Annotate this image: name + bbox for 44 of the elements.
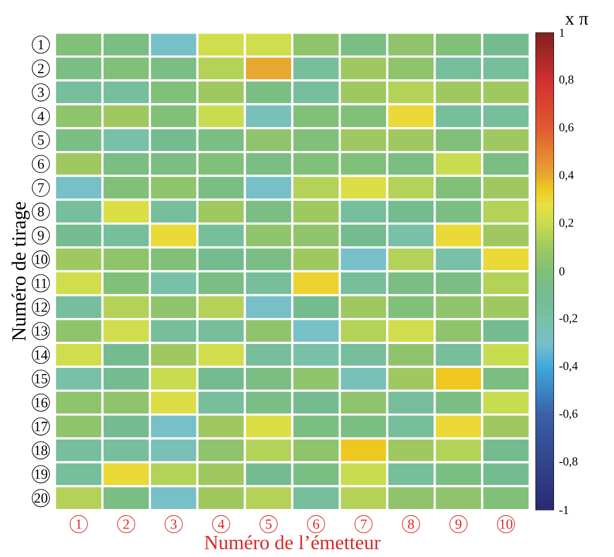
x-tick-label: 1 [76,520,82,529]
color-bar-title: x π [565,16,588,25]
x-tick-label: 10 [500,519,512,529]
y-tick-label: 6 [38,159,44,169]
x-axis-title: Numéro de l’émetteur [204,535,380,550]
color-bar-label: 0,4 [559,170,574,181]
color-bar-label: -0,2 [559,314,578,324]
y-tick-label: 2 [38,64,44,74]
y-tick-label: 13 [35,326,48,336]
color-bar-label: 0 [559,267,564,276]
color-bar-label: 0,8 [559,75,574,86]
y-tick-label: 3 [38,88,44,98]
y-tick-label: 1 [38,40,44,50]
x-tick-label: 5 [266,520,272,529]
x-tick-label: 7 [360,520,367,529]
y-tick-label: 10 [35,254,48,264]
x-tick-label: 6 [313,519,320,529]
y-tick-label: 17 [35,422,48,432]
color-bar-label: -1 [559,506,568,514]
y-tick-label: 4 [38,112,44,121]
y-axis-title: Numéro de tirage [12,202,30,341]
color-bar-label: 0,6 [559,123,574,134]
x-tick-label: 8 [408,519,414,529]
y-tick-label: 14 [35,350,48,360]
y-tick-label: 7 [38,183,44,192]
color-bar-label: -0,6 [559,410,578,420]
x-tick-label: 9 [455,519,462,529]
y-tick-label: 19 [35,470,48,479]
y-tick-label: 9 [38,230,44,240]
y-tick-label: 5 [38,135,44,145]
x-tick-label: 2 [123,520,129,529]
x-tick-label: 4 [218,520,224,529]
y-tick-label: 18 [35,446,48,456]
x-tick-label: 3 [170,519,177,529]
y-tick-label: 12 [35,302,48,312]
y-tick-label: 8 [38,206,44,216]
y-tick-label: 20 [34,493,48,503]
y-tick-label: 15 [35,374,48,384]
color-bar-label: -0,8 [559,457,578,468]
color-bar-label: -0,4 [559,362,578,372]
color-bar-label: 0,2 [559,218,574,229]
y-tick-label: 11 [35,278,47,288]
y-tick-label: 16 [35,398,48,408]
color-bar-label: 1 [560,28,564,37]
